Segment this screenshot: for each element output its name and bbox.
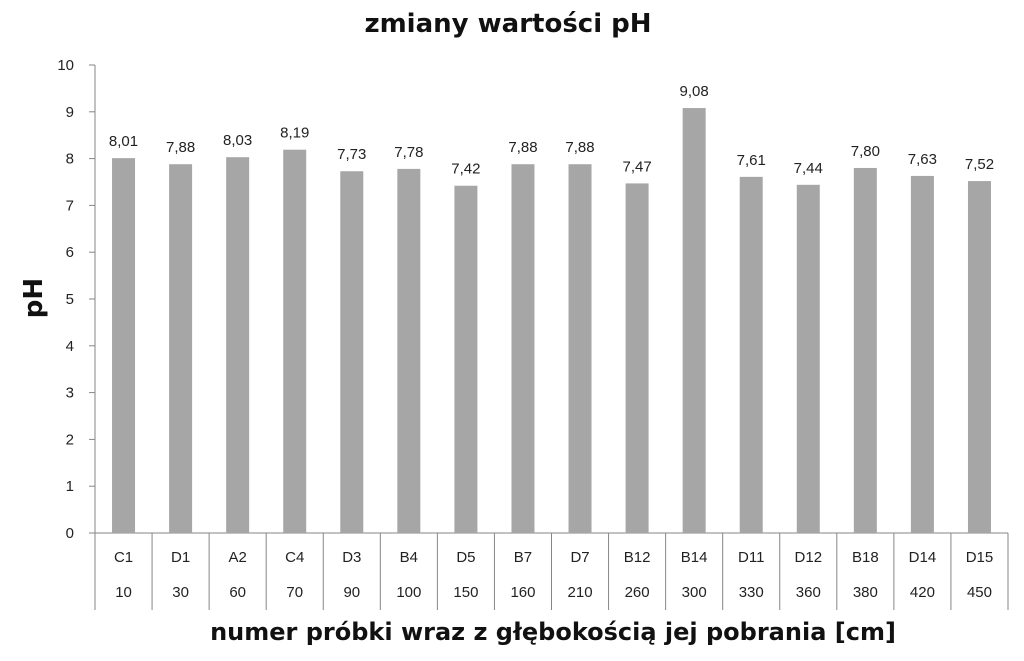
data-label: 7,88 [565, 139, 594, 156]
bar [568, 164, 592, 533]
y-tick-label: 9 [66, 104, 74, 121]
bar [454, 185, 478, 533]
category-label: D1 [171, 549, 190, 566]
bar [682, 108, 706, 533]
depth-label: 150 [453, 584, 478, 601]
y-tick-label: 2 [66, 431, 74, 448]
data-label: 7,88 [508, 139, 537, 156]
y-axis-label: pH [19, 278, 49, 318]
depth-label: 420 [910, 584, 935, 601]
depth-label: 380 [853, 584, 878, 601]
category-label: B12 [624, 549, 651, 566]
category-label: D15 [966, 549, 994, 566]
bar [625, 183, 649, 534]
data-label: 7,44 [794, 160, 823, 177]
data-label: 7,42 [451, 161, 480, 178]
depth-label: 60 [229, 584, 246, 601]
depth-label: 90 [343, 584, 360, 601]
category-label: D7 [570, 549, 589, 566]
y-tick-label: 1 [66, 478, 74, 495]
category-labels-group: C1 10 D1 30 A2 60 C4 70 D3 90 B4 100 D5 150 B7 160 D7 210… [114, 549, 993, 601]
data-label: 7,73 [337, 146, 366, 163]
data-label: 8,03 [223, 132, 252, 149]
y-tick-label: 10 [57, 57, 74, 74]
category-label: D3 [342, 549, 361, 566]
category-label: B7 [514, 549, 532, 566]
bar [796, 184, 820, 534]
bar [853, 167, 877, 533]
data-label: 9,08 [680, 83, 709, 100]
depth-label: 10 [115, 584, 132, 601]
category-label: D11 [738, 549, 764, 566]
category-label: D12 [795, 549, 823, 566]
depth-label: 30 [172, 584, 189, 601]
y-tick-label: 3 [66, 385, 74, 402]
data-label: 7,63 [908, 151, 937, 168]
category-label: B4 [400, 549, 418, 566]
depth-label: 160 [510, 584, 535, 601]
bar [340, 171, 364, 533]
data-label: 7,88 [166, 139, 195, 156]
bar [283, 149, 307, 533]
category-label: A2 [228, 549, 246, 566]
y-tick-label: 4 [66, 338, 74, 355]
depth-label: 360 [796, 584, 821, 601]
chart-title: zmiany wartości pH [364, 9, 651, 39]
bar [739, 176, 763, 534]
y-tick-label: 7 [66, 197, 74, 214]
depth-label: 260 [625, 584, 650, 601]
data-label: 7,61 [737, 152, 766, 169]
bar [910, 175, 934, 533]
data-label: 8,19 [280, 125, 309, 142]
category-label: D14 [909, 549, 937, 566]
bar [112, 158, 136, 533]
data-label: 7,80 [851, 143, 880, 160]
y-tick-label: 6 [66, 244, 74, 261]
depth-label: 300 [682, 584, 707, 601]
data-label: 7,78 [394, 144, 423, 161]
bar [226, 157, 250, 534]
category-label: B14 [681, 549, 708, 566]
y-tick-label: 0 [66, 525, 74, 542]
x-axis-label: numer próbki wraz z głębokością jej pobr… [210, 618, 896, 646]
y-tick-label: 5 [66, 291, 74, 308]
depth-label: 210 [568, 584, 593, 601]
bars-group [112, 108, 991, 534]
depth-label: 70 [286, 584, 303, 601]
depth-label: 100 [396, 584, 421, 601]
depth-label: 330 [739, 584, 764, 601]
bar [397, 168, 421, 533]
data-label: 7,47 [622, 158, 651, 175]
category-label: C1 [114, 549, 133, 566]
bar [511, 164, 535, 533]
bar [967, 181, 991, 533]
data-label: 8,01 [109, 133, 138, 150]
data-labels-group: 8,01 7,88 8,03 8,19 7,73 7,78 7,42 7,88 7,88 7,47… [109, 83, 994, 178]
data-label: 7,52 [965, 156, 994, 173]
depth-label: 450 [967, 584, 992, 601]
category-label: D5 [456, 549, 475, 566]
y-tick-label: 8 [66, 151, 74, 168]
category-label: B18 [852, 549, 879, 566]
bar [169, 164, 193, 533]
category-label: C4 [285, 549, 304, 566]
